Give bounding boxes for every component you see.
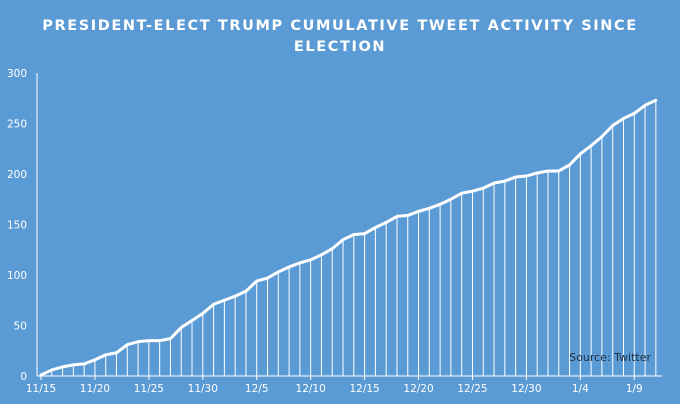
data-point (633, 112, 636, 115)
axes (36, 73, 662, 377)
data-point (514, 175, 517, 179)
x-tick-label: 12/5 (245, 383, 269, 395)
data-point (169, 337, 172, 340)
data-point (535, 171, 539, 175)
data-point (384, 221, 388, 224)
x-tick-label: 11/20 (80, 383, 110, 395)
data-point (72, 363, 75, 367)
data-point (460, 191, 463, 195)
data-point (201, 312, 205, 315)
x-tick-label: 12/15 (349, 383, 379, 395)
data-point (266, 276, 269, 280)
x-tick-label: 12/25 (457, 383, 487, 395)
x-axis-ticks: 11/15 11/20 11/25 11/30 12/5 12/10 12/15 12/20 1… (26, 376, 643, 395)
x-tick-label: 12/10 (296, 383, 326, 395)
data-point (482, 186, 485, 190)
x-tick-label: 11/30 (188, 383, 218, 395)
data-point (611, 124, 614, 127)
data-point (654, 99, 658, 102)
y-tick-label: 150 (7, 220, 27, 232)
data-point (82, 362, 86, 366)
data-point (525, 174, 528, 178)
chart-title-line-2: ELECTION (294, 39, 386, 55)
data-point (643, 104, 647, 107)
x-tick-label: 1/4 (572, 383, 589, 395)
x-tick-label: 11/15 (26, 383, 56, 395)
x-tick-label: 12/30 (511, 383, 541, 395)
data-point (352, 233, 356, 236)
data-point (180, 326, 183, 329)
data-point (93, 358, 97, 362)
data-point (417, 210, 420, 213)
data-point (39, 373, 43, 377)
x-tick-label: 1/9 (626, 383, 643, 395)
data-point (158, 339, 161, 342)
data-point (546, 169, 550, 173)
data-point (374, 226, 377, 229)
data-point (395, 215, 399, 218)
data-point (233, 295, 237, 298)
x-tick-label: 12/20 (403, 383, 433, 395)
data-point (61, 365, 64, 369)
data-point (223, 299, 226, 302)
x-tick-label: 11/25 (134, 383, 164, 395)
data-point (471, 189, 474, 193)
data-point (147, 339, 151, 342)
data-point (126, 343, 129, 346)
data-point (136, 340, 140, 343)
chart-title-line-1: PRESIDENT-ELECT TRUMP CUMULATIVE TWEET A… (42, 18, 638, 34)
source-annotation: Source: Twitter (569, 351, 651, 364)
y-tick-label: 0 (20, 371, 27, 383)
data-point (568, 163, 571, 167)
cumulative-tweets-line (39, 98, 658, 377)
data-point (212, 303, 215, 306)
data-point (449, 198, 453, 201)
data-point (622, 117, 625, 120)
data-point (589, 144, 593, 147)
y-tick-label: 300 (7, 68, 27, 80)
y-axis-ticks: 0 50 100 150 200 250 300 (7, 68, 27, 383)
data-point (363, 232, 366, 235)
data-point (244, 289, 248, 293)
data-point (277, 270, 280, 274)
data-point (406, 214, 409, 217)
data-point (503, 179, 507, 183)
data-point (428, 207, 431, 210)
y-tick-label: 200 (7, 169, 27, 181)
data-point (255, 279, 258, 283)
data-point (298, 261, 302, 265)
data-point (309, 258, 312, 262)
data-point (438, 203, 442, 206)
data-point (341, 238, 345, 241)
data-point (579, 152, 582, 155)
data-point (287, 265, 291, 269)
data-point (557, 169, 560, 173)
data-point (104, 353, 107, 356)
drop-lines (40, 100, 657, 376)
data-point (320, 253, 323, 256)
data-point (600, 135, 604, 138)
y-tick-label: 50 (14, 321, 27, 333)
data-point (50, 368, 53, 372)
data-point (190, 319, 194, 322)
data-point (115, 351, 118, 354)
y-tick-label: 100 (7, 270, 27, 282)
data-point (492, 181, 496, 185)
y-tick-label: 250 (7, 119, 27, 131)
series-layer (39, 98, 658, 377)
data-point (331, 247, 334, 250)
